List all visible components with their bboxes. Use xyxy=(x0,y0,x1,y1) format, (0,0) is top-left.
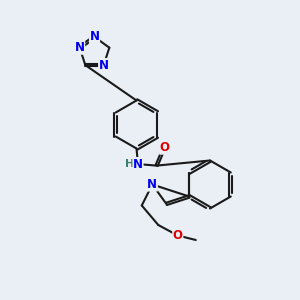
Text: N: N xyxy=(75,41,85,54)
Text: H: H xyxy=(125,159,134,169)
Text: N: N xyxy=(147,178,157,191)
Text: N: N xyxy=(99,58,109,72)
Text: O: O xyxy=(173,229,183,242)
Text: O: O xyxy=(160,141,170,154)
Text: N: N xyxy=(133,158,143,171)
Text: N: N xyxy=(89,30,100,44)
